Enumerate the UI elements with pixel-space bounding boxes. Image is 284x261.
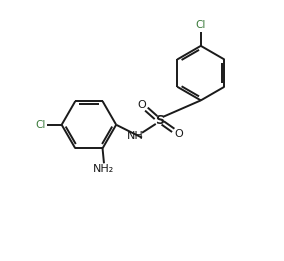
Text: Cl: Cl (35, 120, 45, 130)
Text: NH₂: NH₂ (93, 164, 115, 174)
Text: NH: NH (126, 131, 143, 141)
Text: S: S (155, 114, 164, 127)
Text: O: O (137, 100, 146, 110)
Text: O: O (174, 129, 183, 139)
Text: Cl: Cl (196, 20, 206, 30)
